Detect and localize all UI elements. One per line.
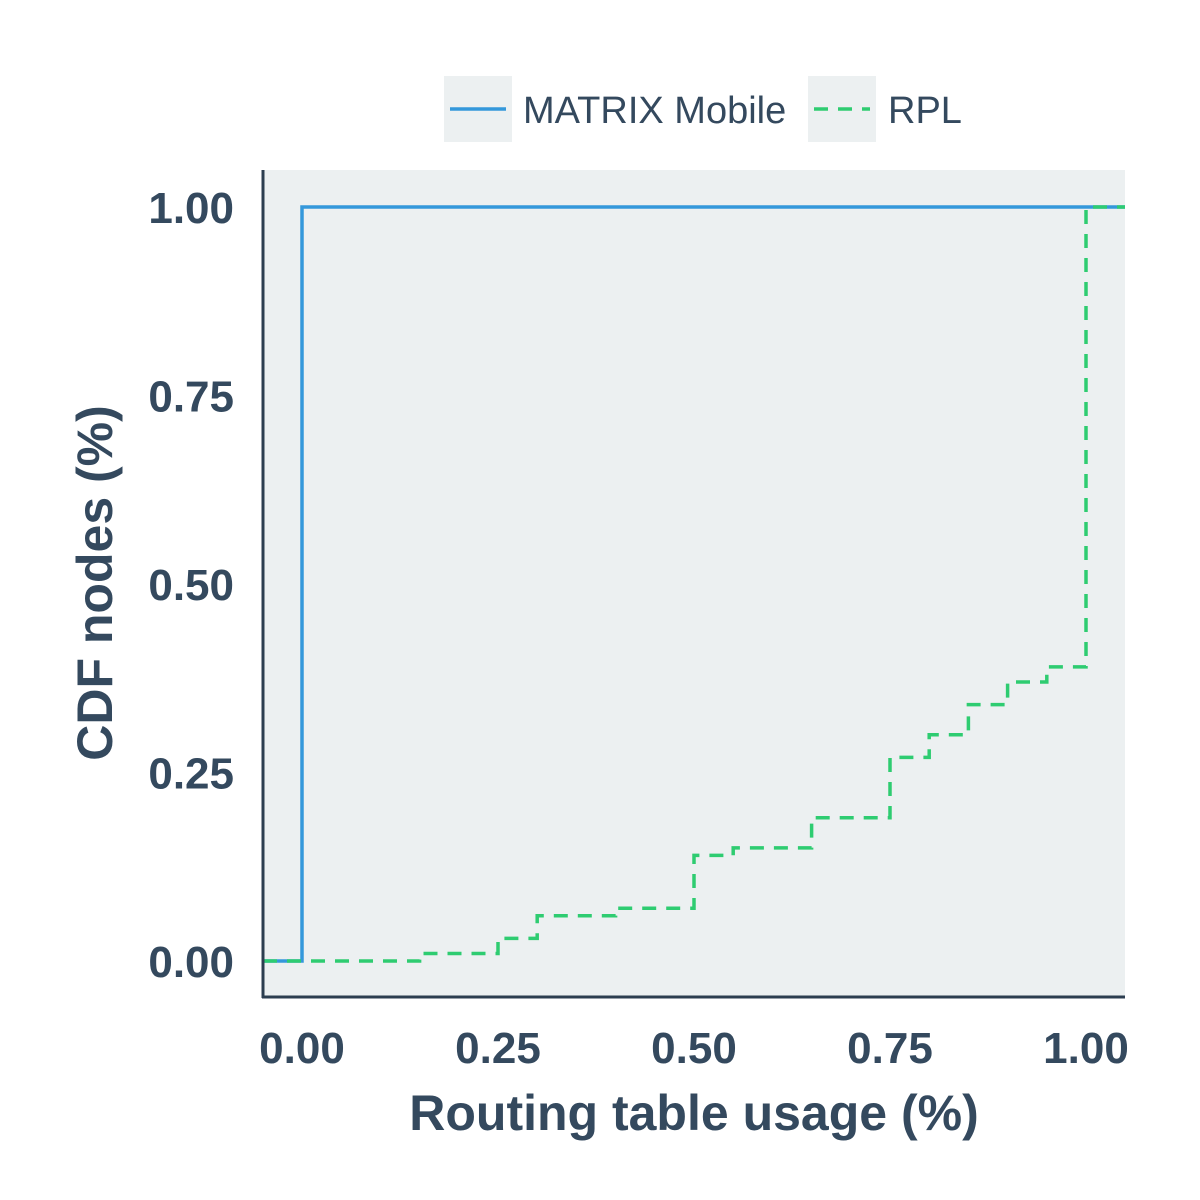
y-tick-labels: 0.00 0.25 0.50 0.75 1.00 bbox=[148, 184, 234, 987]
x-tick-label: 0.50 bbox=[651, 1024, 737, 1073]
legend: MATRIX Mobile RPL bbox=[444, 76, 962, 142]
series-layer bbox=[263, 205, 1125, 963]
y-tick-label: 0.00 bbox=[148, 938, 234, 987]
legend-label-rpl: RPL bbox=[888, 90, 962, 132]
x-tick-label: 0.25 bbox=[455, 1024, 541, 1073]
y-tick-label: 0.25 bbox=[148, 750, 234, 799]
x-axis-title: Routing table usage (%) bbox=[409, 1085, 978, 1141]
plot-area bbox=[263, 170, 1125, 997]
y-tick-label: 1.00 bbox=[148, 184, 234, 233]
legend-label-matrix-mobile: MATRIX Mobile bbox=[523, 90, 786, 132]
y-tick-label: 0.50 bbox=[148, 561, 234, 610]
x-tick-label: 0.75 bbox=[847, 1024, 933, 1073]
x-tick-label: 0.00 bbox=[259, 1024, 345, 1073]
y-tick-label: 0.75 bbox=[148, 373, 234, 422]
series-line-rpl bbox=[263, 205, 1125, 963]
x-tick-labels: 0.00 0.25 0.50 0.75 1.00 bbox=[259, 1024, 1129, 1073]
x-tick-label: 1.00 bbox=[1043, 1024, 1129, 1073]
y-axis-title: CDF nodes (%) bbox=[67, 405, 123, 761]
series-line-matrix-mobile bbox=[263, 205, 1125, 963]
